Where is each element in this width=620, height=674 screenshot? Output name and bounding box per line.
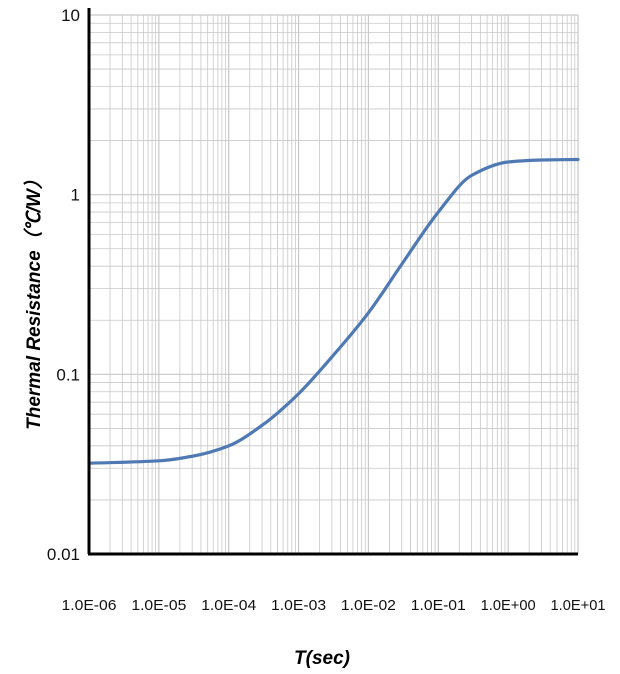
y-tick-label: 0.1	[56, 365, 80, 384]
series-line-0	[87, 157, 580, 465]
x-tick-label: 1.0E+00	[481, 597, 536, 614]
x-tick-label: 1.0E-01	[411, 597, 466, 614]
y-tick-label: 0.01	[47, 545, 80, 564]
y-tick-label: 1	[71, 186, 80, 205]
x-tick-label: 1.0E-04	[201, 597, 256, 614]
y-tick-label: 10	[61, 6, 80, 25]
x-tick-label: 1.0E-06	[62, 597, 117, 614]
x-tick-label: 1.0E-03	[271, 597, 326, 614]
x-tick-label: 1.0E-05	[131, 597, 186, 614]
x-tick-label: 1.0E-02	[341, 597, 396, 614]
x-tick-label: 1.0E+01	[551, 597, 606, 614]
y-tick-labels: 0.01 0.1 1 10	[47, 6, 80, 564]
axes	[87, 8, 578, 556]
series-group	[87, 157, 580, 465]
x-axis-title: T(sec)	[294, 648, 350, 669]
grid-lines	[88, 14, 579, 555]
x-tick-labels: 1.0E-06 1.0E-05 1.0E-04 1.0E-03 1.0E-02 1.0E-…	[62, 597, 606, 614]
y-axis-title: Thermal Resistance（℃/W）	[23, 170, 45, 430]
